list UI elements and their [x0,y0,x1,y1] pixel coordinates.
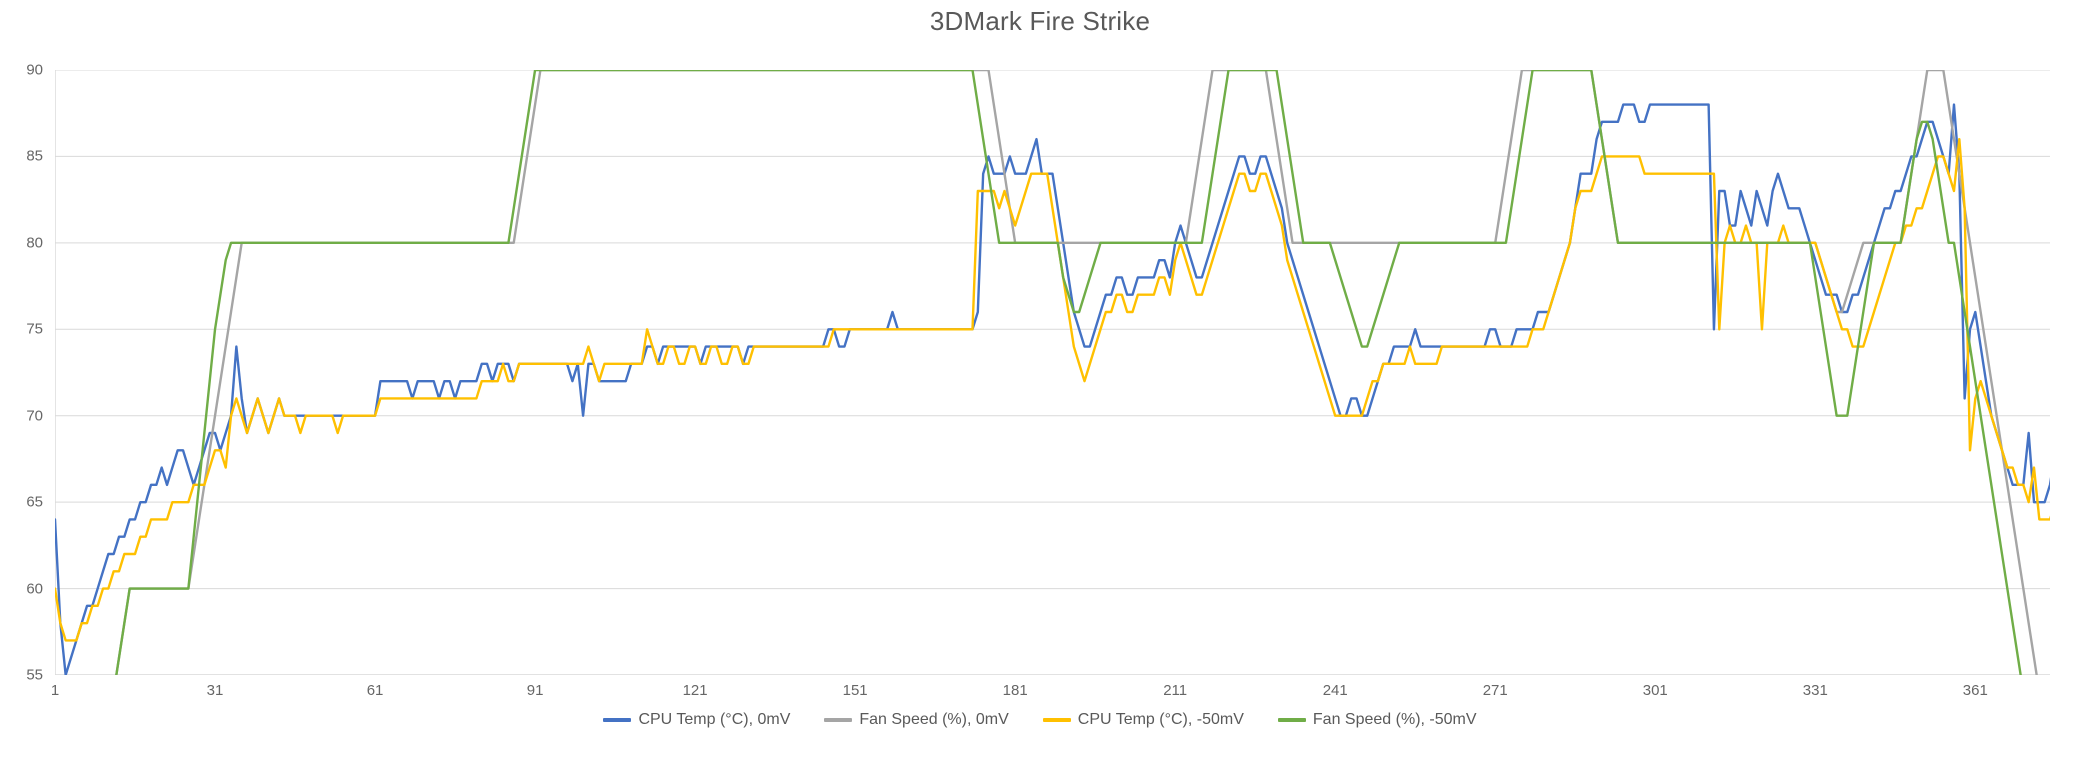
y-axis-tick-75: 75 [26,320,43,338]
x-axis-tick-31: 31 [206,682,224,699]
legend-swatch-icon [824,718,853,722]
gridlines [55,70,2050,675]
y-axis-tick-55: 55 [26,666,43,684]
legend-swatch-icon [1042,718,1071,722]
legend-item-0[interactable]: CPU Temp (°C), 0mV [603,712,790,728]
plot-svg [55,70,2050,675]
legend-label: Fan Speed (%), 0mV [859,711,1009,728]
series-line-3 [115,70,2022,675]
legend-label: Fan Speed (%), -50mV [1312,711,1477,728]
chart-title: 3DMark Fire Strike [929,6,1151,36]
x-axis-tick-241: 241 [1322,682,1348,699]
x-axis-tick-121: 121 [682,682,708,699]
series-line-0 [55,103,2050,675]
y-axis-tick-80: 80 [26,234,43,252]
legend-swatch-icon [1277,718,1306,722]
y-axis-tick-85: 85 [26,147,43,165]
legend-swatch-icon [603,718,632,722]
chart-legend: CPU Temp (°C), 0mV Fan Speed (%), 0mV CPU … [0,712,2080,728]
series-line-1 [115,70,2038,675]
legend-label: CPU Temp (°C), 0mV [638,711,791,728]
y-axis-tick-70: 70 [26,407,43,425]
x-axis-tick-331: 331 [1802,682,1828,699]
y-axis-tick-90: 90 [26,61,43,79]
x-axis-tick-211: 211 [1163,682,1188,699]
legend-item-1[interactable]: Fan Speed (%), 0mV [824,711,1009,728]
y-axis-tick-65: 65 [26,493,43,511]
y-axis: 55 60 65 70 75 80 85 90 [0,0,55,757]
legend-item-3[interactable]: Fan Speed (%), -50mV [1277,711,1477,728]
x-axis-tick-301: 301 [1642,682,1668,699]
legend-item-2[interactable]: CPU Temp (°C), -50mV [1042,711,1244,728]
x-axis-tick-61: 61 [366,682,384,699]
x-axis-tick-361: 361 [1962,682,1988,699]
x-axis-tick-1: 1 [50,682,60,699]
y-axis-tick-60: 60 [26,580,43,598]
series-lines [55,70,2050,675]
legend-label: CPU Temp (°C), -50mV [1077,711,1244,728]
plot-area [55,70,2050,675]
x-axis-tick-151: 151 [842,682,868,699]
x-axis-tick-91: 91 [526,682,544,699]
x-axis-tick-181: 181 [1002,682,1028,699]
series-line-2 [55,137,2050,642]
x-axis: 1 31 61 91 121 151 181 211 241 271 301 331 361 [0,682,2080,706]
x-axis-tick-271: 271 [1482,682,1508,699]
